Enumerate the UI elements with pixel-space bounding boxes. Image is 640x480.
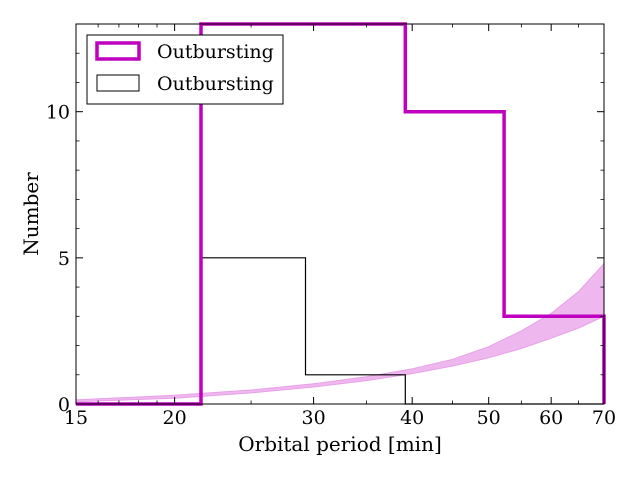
- axis-ticks: 15 20 30 40 50 60 70 0 5 10: [46, 23, 616, 429]
- x-tick-label: 60: [539, 407, 563, 429]
- legend-box: [86, 34, 284, 105]
- x-tick-label: 40: [400, 407, 424, 429]
- x-tick-label: 30: [301, 407, 325, 429]
- x-tick-label: 70: [592, 407, 616, 429]
- y-tick-label: 10: [46, 102, 70, 124]
- series-0-step-line: [76, 22, 606, 406]
- confidence-band: [75, 262, 605, 403]
- legend-swatch-outbursting-thin: [96, 74, 140, 92]
- band-area: [75, 262, 605, 403]
- histogram-series: [76, 22, 606, 406]
- y-tick-label: 0: [58, 394, 70, 416]
- legend-label-0: Outbursting: [157, 41, 274, 63]
- plot-frame: [75, 23, 605, 405]
- legend-label-1: Outbursting: [157, 73, 274, 95]
- x-axis-title: Orbital period [min]: [238, 432, 442, 456]
- legend: Outbursting Outbursting: [86, 34, 284, 105]
- x-tick-label: 50: [477, 407, 501, 429]
- x-tick-label: 20: [163, 407, 187, 429]
- legend-swatch-outbursting-thick: [95, 41, 141, 61]
- y-axis-title: Number: [19, 172, 43, 256]
- y-tick-label: 5: [58, 248, 70, 270]
- x-tick-label: 15: [64, 407, 88, 429]
